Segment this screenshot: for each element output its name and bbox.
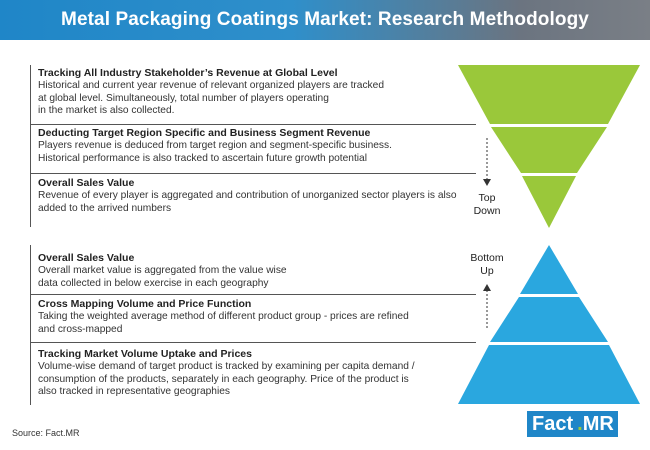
step-title: Deducting Target Region Specific and Bus…	[38, 127, 371, 139]
step-desc-line: also tracked in representative geographi…	[38, 386, 230, 397]
top-down-label: Top Down	[462, 192, 512, 218]
bottom-up-left-border	[30, 245, 31, 405]
step-title: Tracking Market Volume Uptake and Prices	[38, 348, 252, 360]
top-down-step-1: Tracking All Industry Stakeholder’s Reve…	[38, 67, 458, 118]
bottom-up-divider-1	[30, 294, 476, 295]
top-down-label-line-2: Down	[473, 205, 501, 217]
bottom-up-step-1: Overall Sales Value Overall market value…	[38, 252, 458, 290]
step-desc-line: at global level. Simultaneously, total n…	[38, 92, 329, 104]
step-desc-line: Volume-wise demand of target product is …	[38, 361, 415, 372]
bottom-up-arrow-head	[483, 284, 491, 291]
top-down-step-2: Deducting Target Region Specific and Bus…	[38, 127, 458, 165]
bottom-up-label-line-2: Up	[480, 265, 494, 277]
top-down-step-3: Overall Sales Value Revenue of every pla…	[38, 177, 478, 215]
logo-dot: .	[577, 411, 583, 437]
top-down-divider-1	[30, 124, 476, 125]
bottom-up-pyramid-tier-1	[520, 245, 578, 294]
bottom-up-divider-2	[30, 342, 476, 343]
header-banner: Metal Packaging Coatings Market: Researc…	[0, 0, 650, 40]
bottom-up-step-2: Cross Mapping Volume and Price Function …	[38, 298, 458, 336]
bottom-up-label-line-1: Bottom	[470, 252, 504, 264]
step-desc-line: Players revenue is deduced from target r…	[38, 140, 392, 151]
step-title: Overall Sales Value	[38, 252, 135, 264]
top-down-divider-2	[30, 173, 476, 174]
logo-mr: MR	[582, 411, 618, 437]
step-desc-line: data collected in below exercise in each…	[38, 277, 269, 289]
top-down-funnel-tier-3	[522, 176, 576, 228]
top-down-arrow-head	[483, 179, 491, 186]
bottom-up-pyramid-tier-3	[458, 345, 640, 404]
step-desc-line: Taking the weighted average method of di…	[38, 311, 409, 322]
step-title: Overall Sales Value	[38, 177, 135, 189]
step-title: Tracking All Industry Stakeholder’s Reve…	[38, 67, 338, 79]
step-desc-line: Overall market value is aggregated from …	[38, 265, 287, 276]
step-desc-line: Historical performance is also tracked t…	[38, 152, 367, 164]
top-down-funnel-tier-2	[491, 127, 607, 173]
bottom-up-step-3: Tracking Market Volume Uptake and Prices…	[38, 348, 458, 399]
step-desc-line: Historical and current year revenue of r…	[38, 80, 384, 91]
step-desc-line: in the market is also collected.	[38, 105, 175, 116]
bottom-up-pyramid-tier-2	[490, 297, 608, 342]
bottom-up-label: Bottom Up	[462, 252, 512, 278]
top-down-funnel-tier-1	[458, 65, 640, 124]
top-down-label-line-1: Top	[478, 192, 496, 204]
step-desc-line: added to the arrived numbers	[38, 202, 172, 214]
top-down-left-border	[30, 65, 31, 227]
logo-fact: Fact	[527, 411, 578, 437]
page-title: Metal Packaging Coatings Market: Researc…	[61, 9, 589, 30]
source-note: Source: Fact.MR	[12, 428, 80, 438]
step-desc-line: Revenue of every player is aggregated an…	[38, 190, 457, 201]
step-desc-line: and cross-mapped	[38, 323, 123, 335]
factmr-logo: Fact. MR	[527, 410, 627, 438]
step-title: Cross Mapping Volume and Price Function	[38, 298, 252, 310]
step-desc-line: consumption of the products, separately …	[38, 373, 409, 385]
